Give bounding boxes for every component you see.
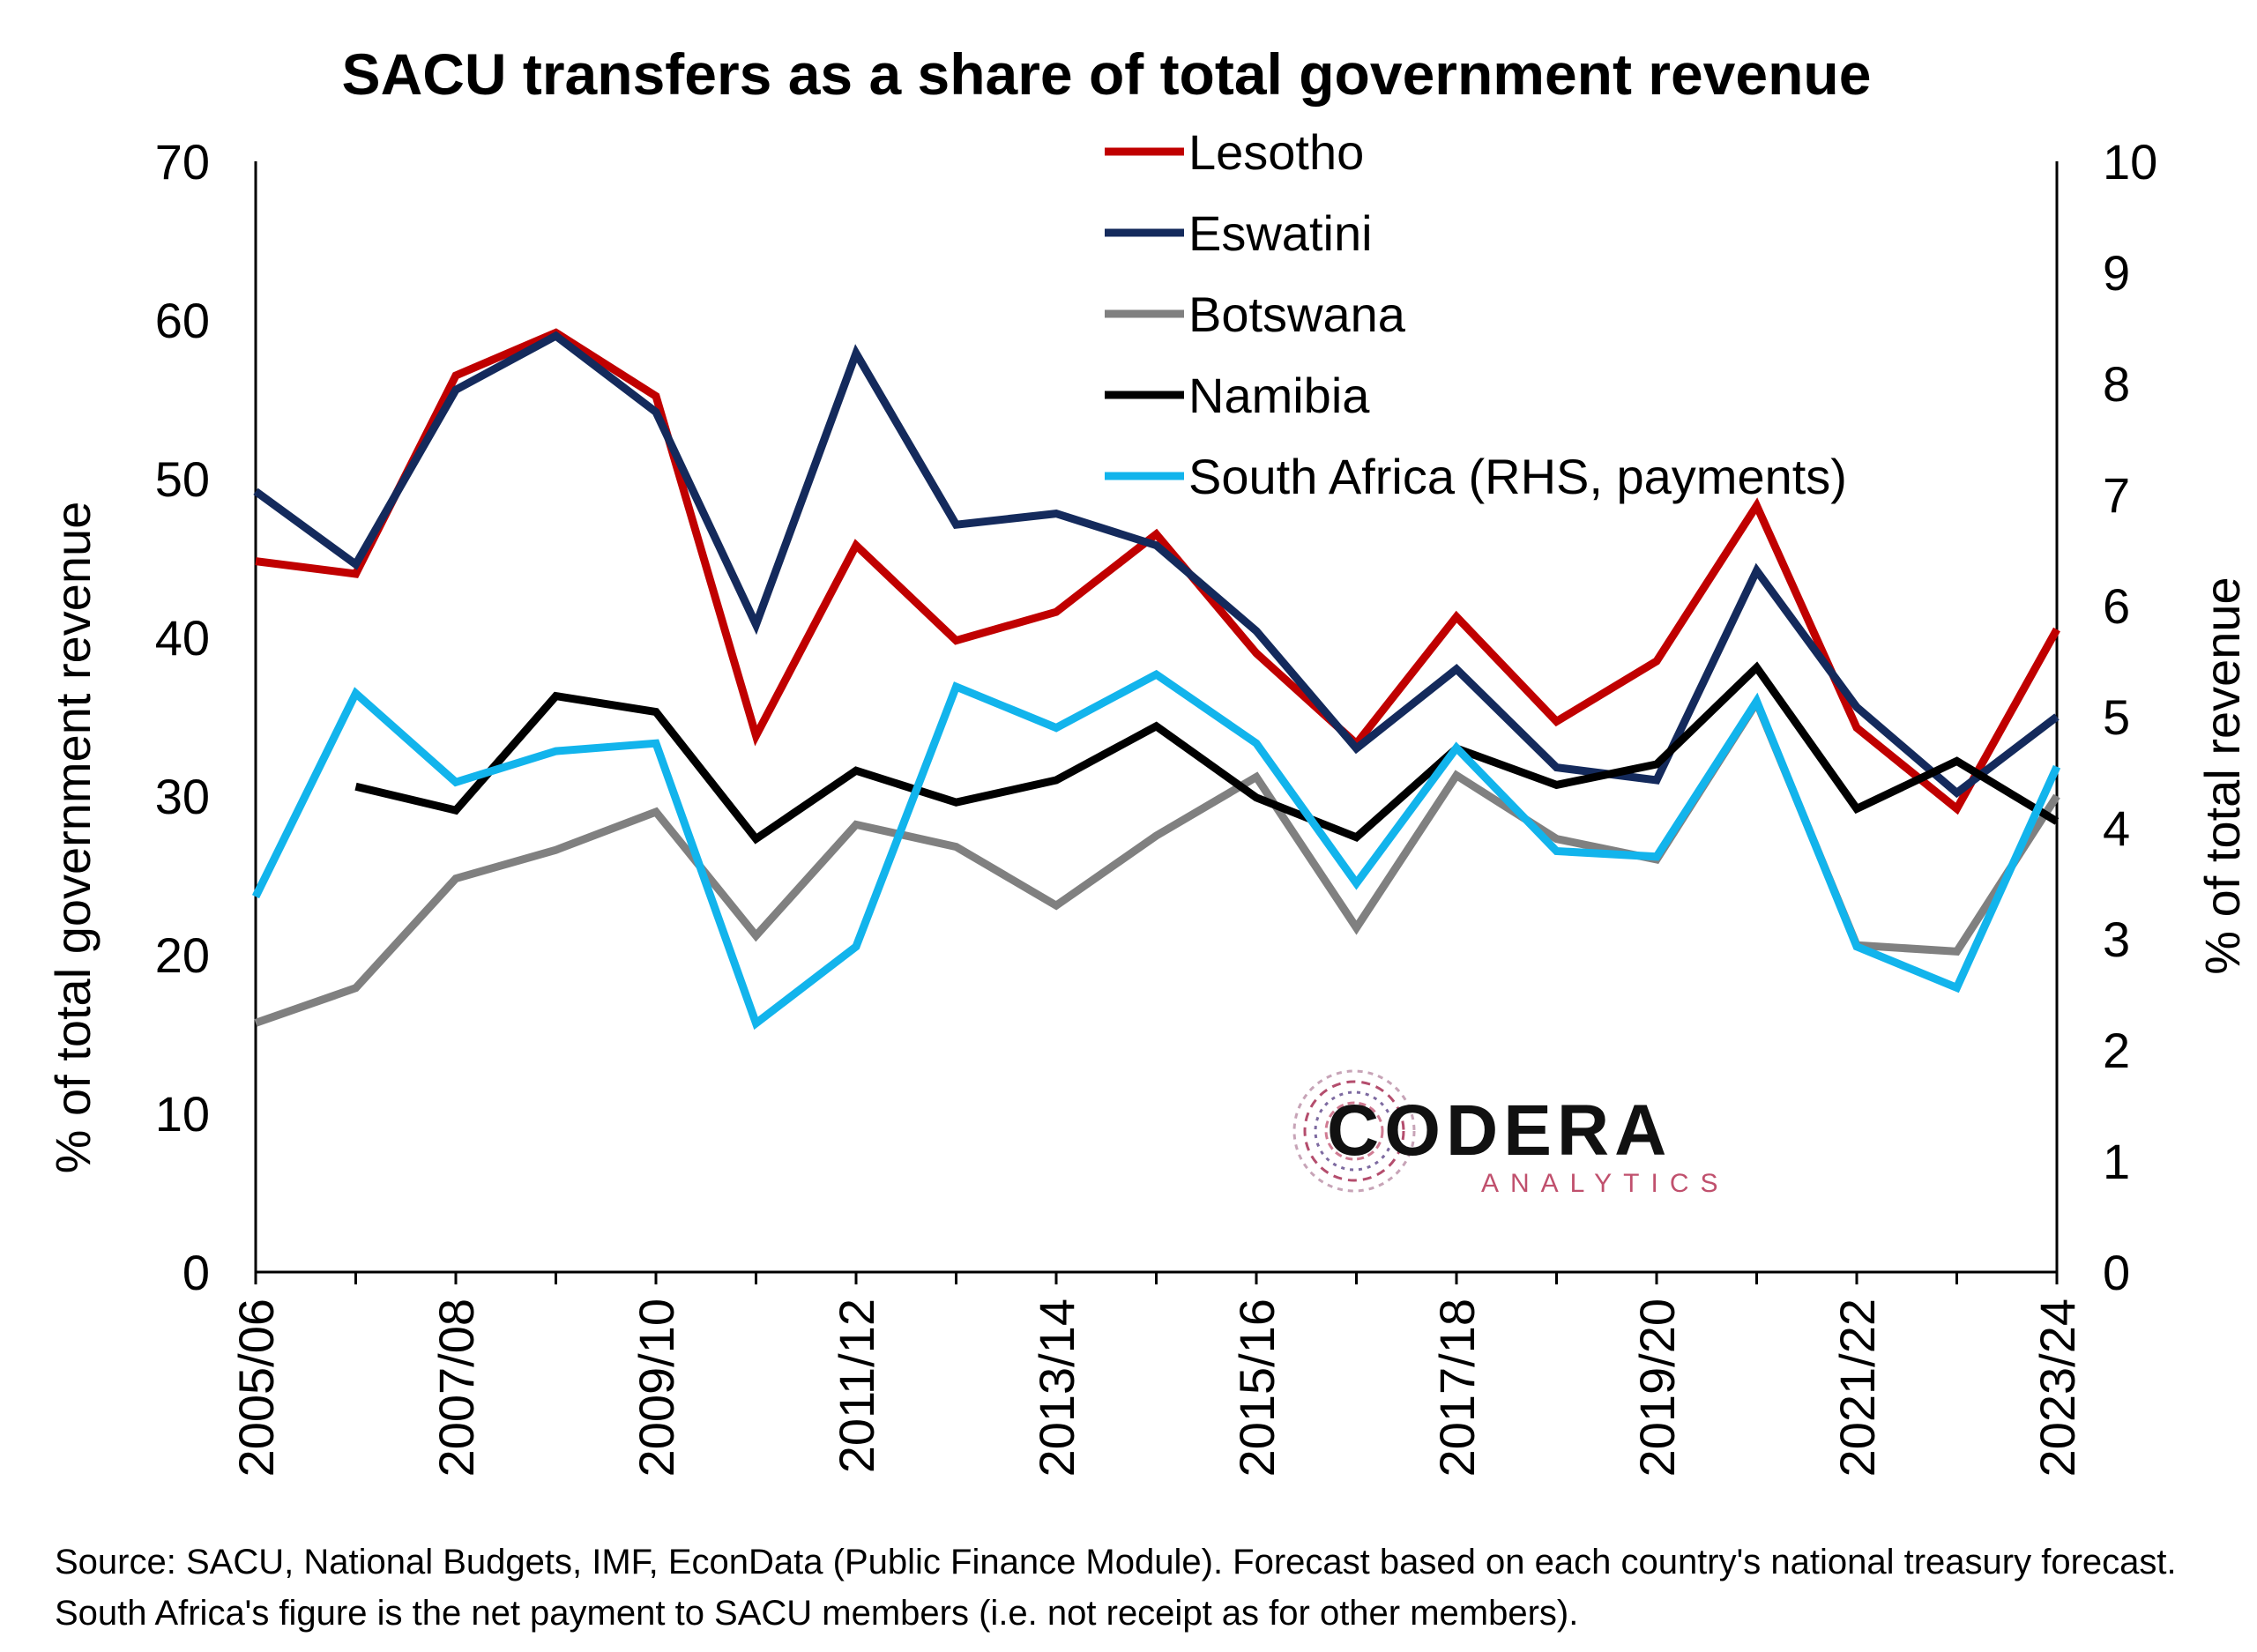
x-tick-label: 2009/10 — [629, 1299, 684, 1477]
series-line-botswana — [254, 694, 2060, 1027]
x-tick-label: 2005/06 — [228, 1299, 284, 1477]
y-tick-label: 50 — [155, 451, 210, 507]
series-line-lesotho — [255, 328, 2060, 815]
x-tick-label: 2023/24 — [2030, 1299, 2085, 1477]
logo-subtitle: ANALYTICS — [1481, 1169, 1730, 1198]
y-tick-label: 70 — [155, 134, 210, 190]
y-tick-label: 0 — [182, 1245, 210, 1300]
x-tick-label: 2021/22 — [1829, 1299, 1885, 1477]
y2-tick-label: 7 — [2103, 467, 2130, 523]
y2-tick-label: 6 — [2103, 578, 2130, 634]
codera-logo: CODERA ANALYTICS — [1292, 1069, 1730, 1198]
y-axis-label: % of total government revenue — [45, 502, 101, 1174]
y2-tick-label: 2 — [2103, 1023, 2130, 1078]
y2-tick-label: 4 — [2103, 800, 2130, 856]
legend-label-lesotho: Lesotho — [1188, 124, 1364, 180]
y2-tick-label: 1 — [2103, 1134, 2130, 1189]
x-tick-label: 2011/12 — [829, 1299, 884, 1473]
source-note: Source: SACU, National Budgets, IMF, Eco… — [55, 1543, 2177, 1633]
x-tick-label: 2019/20 — [1629, 1299, 1685, 1477]
chart-title: SACU transfers as a share of total gover… — [342, 41, 1872, 107]
legend-label-eswatini: Eswatini — [1188, 205, 1373, 261]
series-line-eswatini — [253, 331, 2060, 799]
series-line-south-africa-rhs-payments — [251, 669, 2061, 1031]
y-tick-label: 60 — [155, 293, 210, 348]
y2-tick-label: 5 — [2103, 689, 2130, 745]
x-tick-label: 2015/16 — [1229, 1299, 1285, 1477]
logo-name: CODERA — [1327, 1090, 1672, 1171]
legend-label-namibia: Namibia — [1188, 368, 1370, 423]
y2-axis-label: % of total revenue — [2194, 577, 2250, 974]
y2-tick-label: 10 — [2103, 134, 2157, 190]
series-line-namibia — [354, 661, 2060, 845]
y-tick-label: 10 — [155, 1086, 210, 1142]
y-tick-label: 40 — [155, 610, 210, 666]
x-tick-label: 2013/14 — [1029, 1299, 1084, 1477]
y2-tick-label: 0 — [2103, 1245, 2130, 1300]
y2-tick-label: 3 — [2103, 912, 2130, 967]
y2-tick-label: 8 — [2103, 356, 2130, 412]
legend-label-botswana: Botswana — [1188, 286, 1406, 342]
axes: 0 10 20 30 40 50 60 70 0 1 2 3 4 5 6 7 8 9 10 2005/06 2007/0… — [155, 134, 2158, 1477]
x-tick-label: 2017/18 — [1429, 1299, 1485, 1477]
legend: Lesotho Eswatini Botswana Namibia South Afri… — [1105, 124, 1847, 504]
y-tick-label: 20 — [155, 927, 210, 983]
logo-mark-icon — [1292, 1069, 1416, 1193]
x-tick-label: 2007/08 — [428, 1299, 484, 1477]
y-tick-label: 30 — [155, 769, 210, 824]
series-lines — [251, 328, 2061, 1031]
y2-tick-label: 9 — [2103, 245, 2130, 301]
legend-label-south-africa-rhs-payments: South Africa (RHS, payments) — [1188, 449, 1847, 504]
